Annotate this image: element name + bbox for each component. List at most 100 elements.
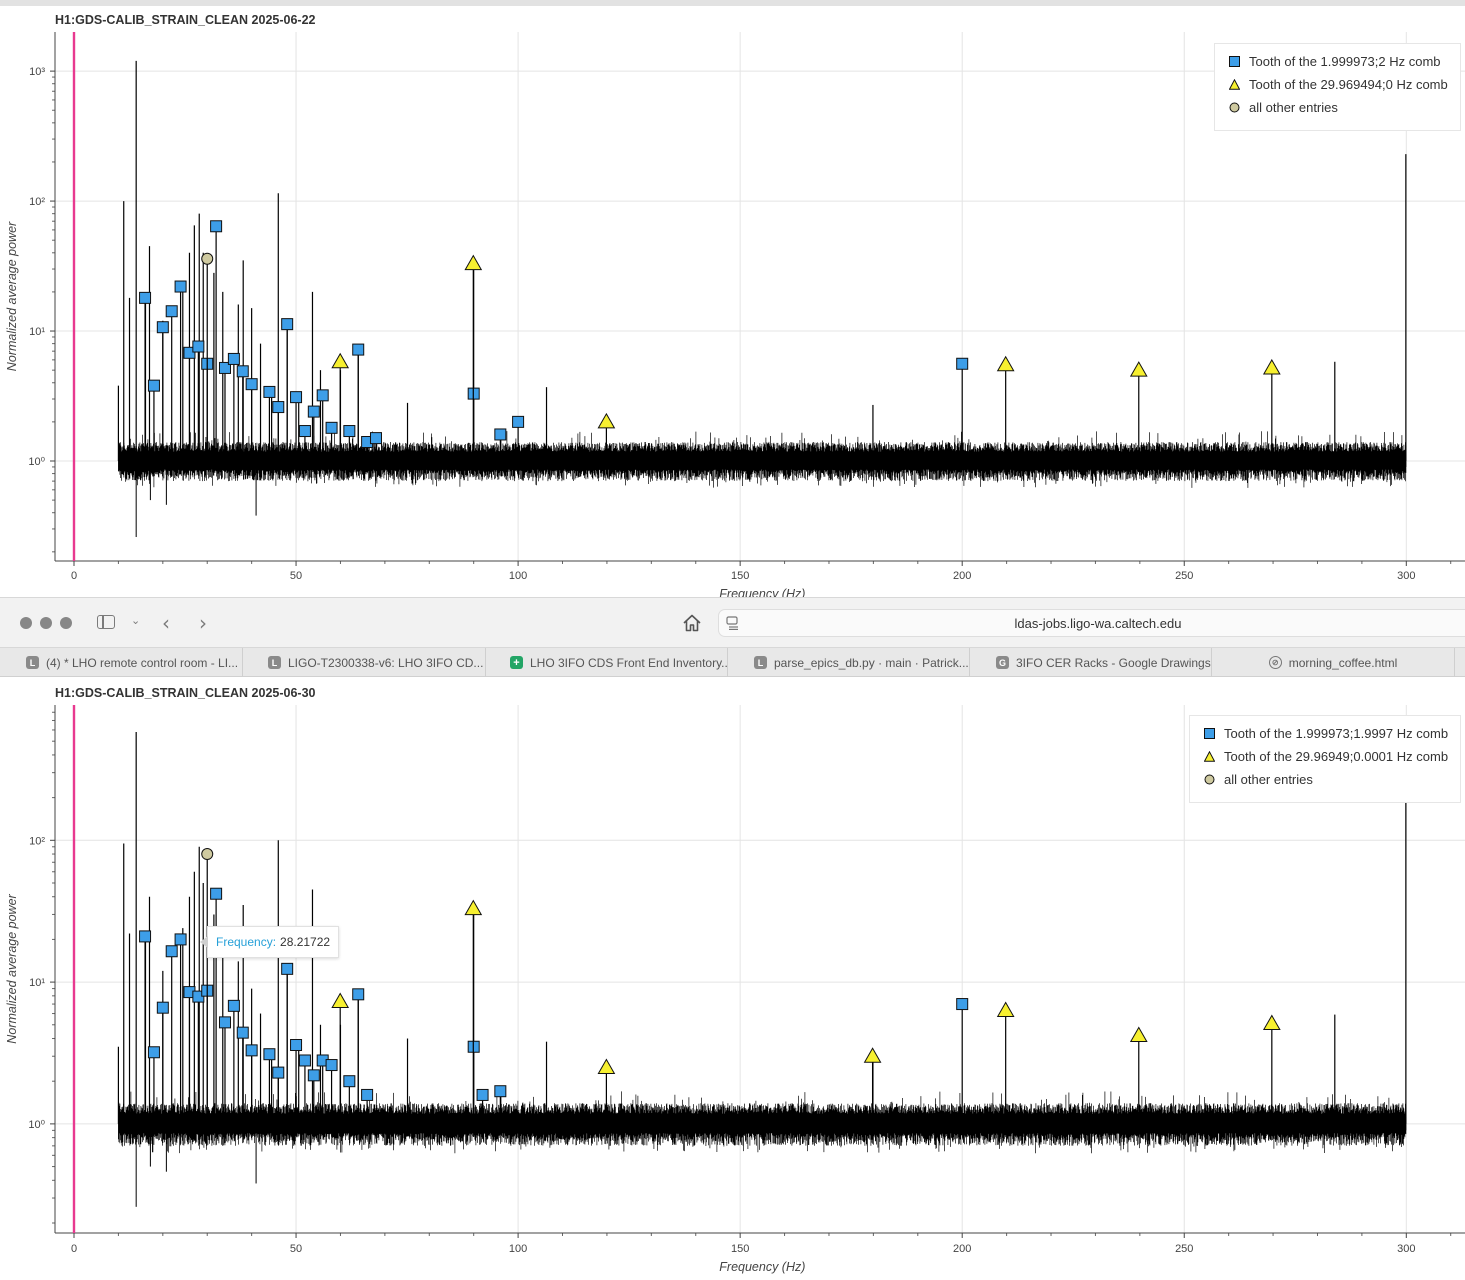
y-tick-label: 10²	[29, 835, 45, 847]
comb-tooth-square	[307, 1069, 320, 1082]
tab-front-end-inventory[interactable]: + LHO 3IFO CDS Front End Inventory...	[486, 648, 728, 677]
comb-tooth-square	[361, 1088, 374, 1101]
home-icon[interactable]	[682, 613, 702, 633]
plot-title: H1:GDS-CALIB_STRAIN_CLEAN 2025-06-22	[55, 13, 316, 27]
legend-item-triangle[interactable]: Tooth of the 29.96949;0.0001 Hz comb	[1190, 745, 1460, 768]
x-tick-label: 0	[71, 1243, 77, 1255]
tooltip-value: 28.21722	[280, 935, 331, 949]
tab-morning-coffee[interactable]: ⊘ morning_coffee.html	[1212, 648, 1455, 677]
chevron-down-icon[interactable]: ⌄	[131, 614, 141, 627]
comb-tooth-triangle	[863, 1047, 882, 1063]
legend-item-square[interactable]: Tooth of the 1.999973;1.9997 Hz comb	[1190, 722, 1460, 745]
tooltip-key: Frequency:	[216, 935, 277, 949]
x-tick-label: 100	[509, 570, 527, 582]
x-tick-label: 150	[731, 570, 749, 582]
comb-tooth-square	[325, 1059, 338, 1072]
tab-favicon-icon: L	[268, 656, 281, 669]
legend-item-triangle[interactable]: Tooth of the 29.969494;0 Hz comb	[1215, 73, 1460, 96]
comb-tooth-square	[245, 1044, 258, 1057]
comb-tooth-square	[494, 428, 507, 441]
forward-button[interactable]: ›	[199, 611, 207, 635]
comb-tooth-triangle	[1262, 358, 1281, 375]
comb-tooth-square	[352, 343, 365, 356]
zoom-window-button[interactable]	[60, 617, 72, 629]
triangle-marker-icon	[1204, 751, 1215, 762]
comb-tooth-square	[272, 1066, 285, 1079]
tooltip-arrow	[200, 936, 208, 948]
square-marker-icon	[1229, 56, 1240, 67]
close-window-button[interactable]	[20, 617, 32, 629]
comb-tooth-square	[343, 1075, 356, 1088]
circle-marker-icon	[1229, 102, 1240, 113]
comb-tooth-square	[165, 945, 178, 958]
tab-ligo-t2300338[interactable]: L LIGO-T2300338-v6: LHO 3IFO CD...	[243, 648, 486, 677]
back-button[interactable]: ‹	[162, 611, 170, 635]
address-bar[interactable]: ldas-jobs.ligo-wa.caltech.edu	[718, 609, 1465, 637]
spectrum-plot-2[interactable]: 0 50 100 150 200 250 300 10⁰ 10¹ 10² Frequency (Hz…	[0, 677, 1465, 1280]
tab-label: LIGO-T2300338-v6: LHO 3IFO CD...	[288, 655, 484, 670]
comb-tooth-square	[476, 1088, 489, 1101]
tab-lho-remote-control-room[interactable]: L (4) * LHO remote control room - LI...	[0, 648, 243, 677]
legend-label: Tooth of the 1.999973;1.9997 Hz comb	[1224, 726, 1449, 741]
y-axis-label: Normalized average power	[5, 221, 19, 371]
y-tick-label: 10³	[29, 66, 45, 78]
comb-tooth-triangle	[331, 352, 350, 369]
x-tick-label: 250	[1175, 1243, 1193, 1255]
circle-marker-icon	[1204, 774, 1215, 785]
comb-tooth-square	[281, 962, 294, 975]
legend-label: Tooth of the 29.969494;0 Hz comb	[1249, 77, 1448, 92]
window-top-strip	[0, 0, 1465, 6]
comb-tooth-square	[263, 385, 276, 398]
comb-tooth-square	[316, 389, 329, 402]
tab-favicon-icon: L	[754, 656, 767, 669]
x-tick-label: 150	[731, 1243, 749, 1255]
tab-label: morning_coffee.html	[1288, 655, 1398, 670]
spectrum-band	[118, 1116, 1407, 1131]
comb-tooth-triangle	[331, 992, 350, 1008]
comb-tooth-square	[272, 401, 285, 414]
sheets-icon: +	[510, 656, 523, 669]
comb-tooth-square	[227, 352, 240, 365]
tab-parse-epics-db[interactable]: L parse_epics_db.py · main · Patrick...	[728, 648, 970, 677]
comb-tooth-triangle	[597, 1058, 616, 1074]
x-tick-label: 50	[290, 570, 302, 582]
comb-tooth-square	[236, 1026, 249, 1039]
tab-3ifo-cer-racks[interactable]: G 3IFO CER Racks - Google Drawings	[970, 648, 1212, 677]
compass-icon: ⊘	[1268, 656, 1282, 669]
tab-label: parse_epics_db.py · main · Patrick...	[774, 655, 969, 670]
triangle-marker-icon	[1229, 79, 1240, 90]
tab-favicon-icon: G	[996, 656, 1009, 669]
comb-tooth-square	[165, 305, 178, 318]
comb-tooth-square	[369, 432, 382, 445]
url-text: ldas-jobs.ligo-wa.caltech.edu	[1014, 616, 1182, 631]
sidebar-toggle-icon[interactable]	[97, 615, 115, 629]
x-tick-label: 100	[509, 1243, 527, 1255]
x-tick-label: 200	[953, 570, 971, 582]
tab-bar: L (4) * LHO remote control room - LI... …	[0, 648, 1465, 677]
comb-tooth-square	[139, 930, 152, 943]
comb-tooth-triangle	[597, 412, 616, 429]
comb-tooth-square	[307, 405, 320, 418]
y-tick-label: 10¹	[29, 326, 45, 338]
legend-item-square[interactable]: Tooth of the 1.999973;2 Hz comb	[1215, 50, 1460, 73]
tab-label: 3IFO CER Racks - Google Drawings	[1016, 655, 1211, 670]
x-axis-label: Frequency (Hz)	[719, 1260, 805, 1274]
comb-tooth-square	[147, 1046, 160, 1059]
comb-tooth-triangle	[996, 355, 1015, 372]
x-tick-label: 0	[71, 570, 77, 582]
page-menu-icon[interactable]	[726, 616, 740, 630]
legend-item-circle[interactable]: all other entries	[1215, 96, 1460, 119]
comb-tooth-square	[290, 1039, 303, 1052]
comb-tooth-triangle	[1262, 1014, 1281, 1031]
legend-label: Tooth of the 1.999973;2 Hz comb	[1249, 54, 1441, 69]
plot-legend: Tooth of the 1.999973;1.9997 Hz comb Too…	[1189, 715, 1461, 803]
comb-tooth-square	[218, 361, 231, 374]
spectrum-band	[118, 454, 1407, 467]
minimize-window-button[interactable]	[40, 617, 52, 629]
x-axis-label: Frequency (Hz)	[719, 587, 805, 597]
legend-item-circle[interactable]: all other entries	[1190, 768, 1460, 791]
comb-tooth-square	[956, 998, 969, 1011]
hover-tooltip: Frequency: 28.21722	[200, 926, 340, 958]
comb-tooth-triangle	[1129, 361, 1148, 377]
comb-tooth-square	[290, 391, 303, 404]
